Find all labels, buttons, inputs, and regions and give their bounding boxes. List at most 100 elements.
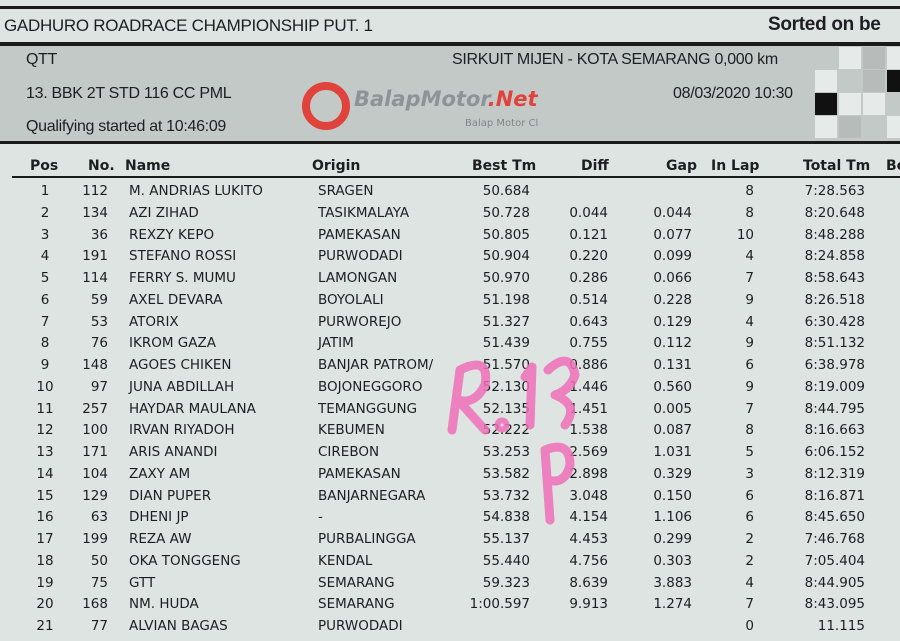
cell-pos: 7	[40, 313, 50, 330]
cell-number: 199	[82, 531, 108, 547]
cell-total-time: 8:48.288	[804, 226, 865, 243]
cell-in-lap: 3	[745, 465, 754, 482]
cell-diff: 4.453	[569, 531, 608, 547]
cell-pos: 3	[40, 226, 50, 243]
cell-name: JUNA ABDILLAH	[129, 378, 235, 395]
cell-pos: 14	[36, 465, 54, 482]
cell-in-lap: 6	[745, 509, 754, 526]
col-best-time: Best Tm	[472, 158, 537, 174]
cell-pos: 16	[36, 509, 54, 526]
cell-in-lap: 6	[745, 357, 754, 373]
cell-total-time: 8:44.795	[804, 400, 865, 417]
top-rule	[0, 6, 900, 9]
cell-origin: TEMANGGUNG	[318, 400, 418, 417]
cell-name: DIAN PUPER	[129, 487, 212, 504]
cell-total-time: 8:16.663	[804, 422, 865, 439]
cell-diff: 1.538	[569, 422, 608, 439]
checker-square	[815, 116, 837, 138]
cell-origin: SEMARANG	[318, 596, 395, 613]
cell-pos: 2	[40, 204, 50, 221]
cell-number: 63	[90, 509, 108, 526]
session-info-band	[0, 46, 900, 142]
cell-best-time: 53.582	[482, 465, 530, 482]
checker-square	[839, 47, 861, 69]
col-pos: Pos	[30, 158, 59, 174]
col-no: No.	[88, 158, 115, 174]
col-gap: Gap	[666, 158, 697, 174]
cell-gap: 0.329	[653, 465, 692, 482]
cell-name: ATORIX	[129, 313, 179, 330]
cell-name: IRVAN RIYADOH	[129, 422, 235, 439]
cell-diff: 9.913	[569, 596, 608, 613]
cell-pos: 1	[40, 183, 50, 199]
cell-diff: 3.048	[569, 487, 608, 504]
cell-in-lap: 5	[745, 444, 754, 460]
cell-total-time: 8:19.009	[804, 378, 865, 395]
cell-diff: 0.514	[569, 291, 608, 308]
cell-gap: 0.150	[653, 487, 692, 504]
cell-number: 148	[82, 357, 108, 373]
cell-total-time: 11.115	[817, 618, 865, 634]
cell-number: 257	[82, 400, 108, 417]
cell-diff: 2.898	[569, 465, 608, 482]
cell-gap: 0.131	[653, 357, 692, 373]
cell-name: FERRY S. MUMU	[129, 270, 236, 286]
cell-pos: 5	[40, 270, 50, 286]
cell-origin: PURWOREJO	[318, 313, 402, 330]
cell-name: GTT	[129, 574, 156, 591]
cell-best-time: 54.838	[482, 509, 530, 526]
cell-gap: 0.087	[653, 422, 692, 439]
sort-label: Sorted on be	[768, 14, 881, 35]
cell-best-time: 50.728	[482, 204, 530, 221]
cell-gap: 0.005	[653, 400, 692, 417]
cell-name: AZI ZIHAD	[129, 204, 199, 221]
cell-gap: 0.044	[653, 204, 692, 221]
checker-square	[815, 93, 837, 115]
cell-number: 191	[82, 248, 108, 265]
cell-in-lap: 7	[745, 400, 754, 417]
cell-number: 36	[90, 226, 108, 243]
cell-pos: 15	[36, 487, 54, 504]
cell-name: M. ANDRIAS LUKITO	[129, 183, 263, 199]
cell-gap: 0.228	[653, 291, 692, 308]
cell-pos: 21	[36, 618, 54, 634]
cell-origin: PURBALINGGA	[318, 531, 416, 547]
cell-gap: 1.106	[653, 509, 692, 526]
title-rule	[0, 42, 900, 46]
cell-total-time: 8:12.319	[804, 465, 865, 482]
cell-origin: KEBUMEN	[318, 422, 385, 439]
cell-pos: 6	[40, 291, 50, 308]
cell-number: 129	[82, 487, 108, 504]
cell-gap: 0.099	[653, 248, 692, 265]
cell-pos: 4	[40, 248, 50, 265]
cell-best-time: 51.327	[482, 313, 530, 330]
col-diff: Diff	[581, 158, 609, 174]
cell-origin: BOJONEGGORO	[318, 378, 423, 395]
cell-in-lap: 10	[736, 226, 754, 243]
cell-number: 59	[90, 291, 108, 308]
cell-diff: 0.886	[569, 357, 608, 373]
cell-origin: PAMEKASAN	[318, 465, 401, 482]
cell-diff: 0.286	[569, 270, 608, 286]
cell-name: IKROM GAZA	[129, 335, 216, 352]
cell-name: AGOES CHIKEN	[129, 357, 232, 373]
cell-pos: 19	[36, 574, 54, 591]
cell-best-time: 50.684	[482, 183, 530, 199]
watermark-logo: BalapMotor.Net Balap Motor Cl	[300, 80, 600, 142]
cell-in-lap: 6	[745, 487, 754, 504]
cell-best-time: 1:00.597	[469, 596, 530, 613]
cell-in-lap: 4	[745, 313, 754, 330]
col-be: Be	[886, 158, 900, 174]
cell-origin: LAMONGAN	[318, 270, 398, 286]
cell-origin: BOYOLALI	[318, 291, 384, 308]
band-rule	[0, 141, 900, 144]
cell-name: NM. HUDA	[129, 596, 199, 613]
cell-diff: 0.220	[569, 248, 608, 265]
cell-pos: 18	[36, 552, 54, 569]
checker-square	[863, 70, 885, 92]
cell-best-time: 50.805	[482, 226, 530, 243]
checker-square	[887, 70, 900, 92]
col-total-time: Total Tm	[803, 158, 871, 174]
cell-total-time: 8:44.905	[804, 574, 865, 591]
svg-text:Balap Motor Cl: Balap Motor Cl	[465, 118, 538, 129]
